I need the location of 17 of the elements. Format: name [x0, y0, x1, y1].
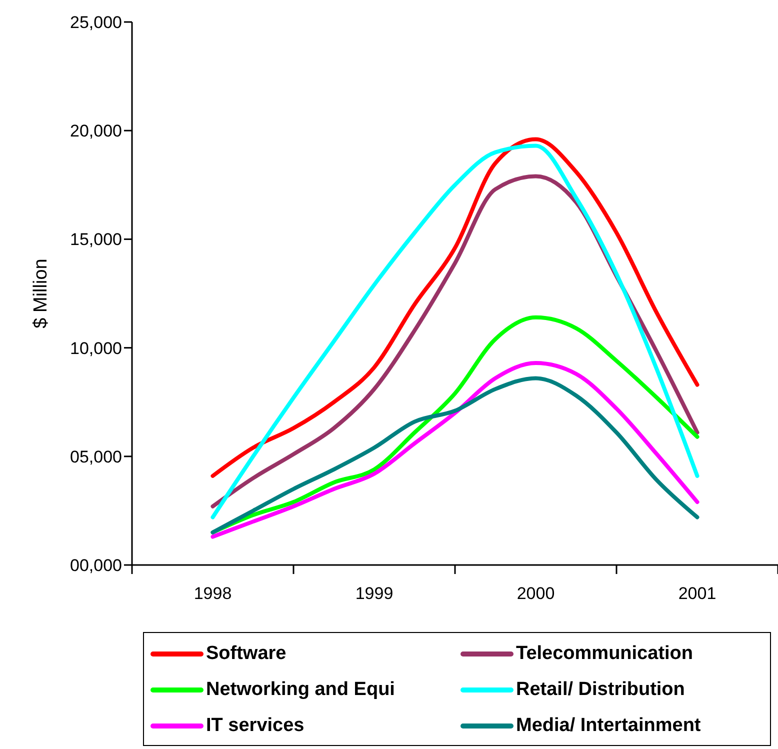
y-tick-label: 15,000 [70, 230, 122, 250]
x-tick-label: 1998 [194, 584, 232, 603]
legend-label: Telecommunication [516, 643, 694, 665]
x-tick-label: 1999 [355, 584, 394, 603]
x-tick-label: 2001 [678, 584, 716, 603]
y-tick-label: 25,000 [70, 13, 122, 32]
legend-label: Software [206, 643, 286, 665]
y-tick-label: 05,000 [70, 447, 122, 466]
legend-label: IT services [206, 715, 304, 737]
y-tick-label: 10,000 [70, 338, 122, 358]
legend-label: Media/ Intertainment [516, 715, 701, 737]
y-axis-title: $ Million [30, 258, 52, 328]
legend-label: Networking and Equi [206, 679, 395, 701]
legend-label: Retail/ Distribution [516, 679, 685, 701]
x-tick-label: 2000 [516, 584, 555, 603]
y-tick-label: 00,000 [70, 556, 122, 576]
y-tick-label: 20,000 [70, 122, 122, 141]
